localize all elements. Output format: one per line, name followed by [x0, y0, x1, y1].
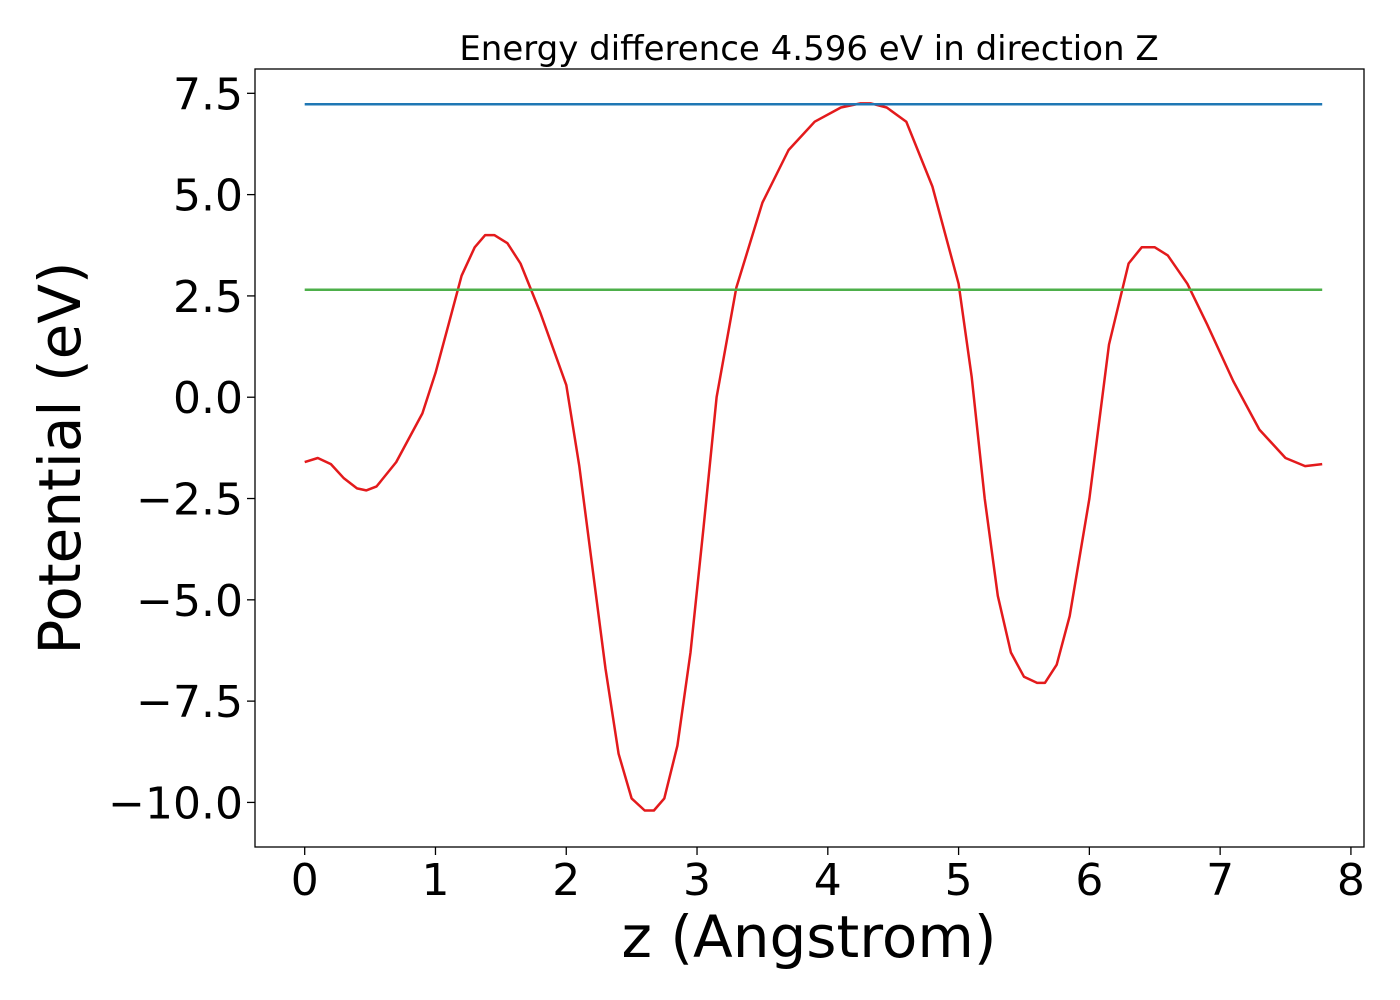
x-tick-label: 6 — [1075, 855, 1103, 906]
x-tick-label: 4 — [814, 855, 842, 906]
plot-frame — [254, 68, 1365, 848]
tick-layer: 0 1 2 3 4 5 6 7 8 7.5 5.0 2.5 0.0 −2.5 −5.0 −7.5 −10.0 — [108, 69, 1365, 906]
y-tick-label: −2.5 — [136, 475, 243, 526]
y-tick-label: −7.5 — [136, 677, 243, 728]
x-tick-label: 7 — [1206, 855, 1234, 906]
series-layer — [304, 102, 1323, 812]
x-tick-label: 0 — [291, 855, 319, 906]
y-tick-label: 5.0 — [173, 171, 243, 222]
x-tick-label: 5 — [945, 855, 973, 906]
y-tick-label: −10.0 — [108, 778, 243, 829]
x-axis-label: z (Angstrom) — [622, 903, 997, 971]
y-tick-label: 2.5 — [173, 272, 243, 323]
x-tick-label: 3 — [683, 855, 711, 906]
y-axis-label: Potential (eV) — [26, 261, 94, 654]
y-tick-label: −5.0 — [136, 576, 243, 627]
chart-title: Energy difference 4.596 eV in direction … — [459, 29, 1158, 69]
y-tick-label: 0.0 — [173, 373, 243, 424]
x-tick-label: 1 — [421, 855, 449, 906]
y-tick-label: 7.5 — [173, 69, 243, 120]
x-tick-label: 8 — [1337, 855, 1365, 906]
x-tick-label: 2 — [552, 855, 580, 906]
series-line-0 — [304, 102, 1323, 812]
